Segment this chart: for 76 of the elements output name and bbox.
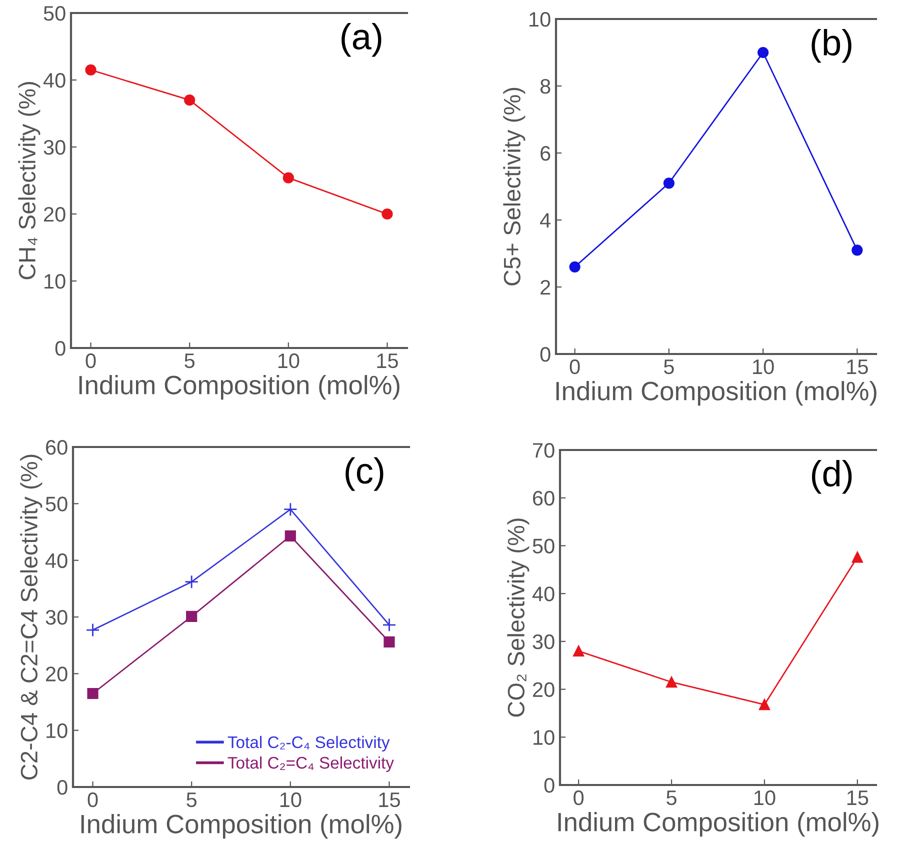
- y-tick-label: 60: [46, 440, 68, 455]
- y-tick-label: 8: [540, 79, 550, 94]
- annotation: (b): [812, 29, 852, 63]
- point: [284, 530, 296, 542]
- y-tick-label: 40: [532, 586, 554, 602]
- point: [184, 574, 199, 589]
- point: [87, 688, 98, 700]
- y-tick-label: 20: [44, 207, 66, 222]
- x-tick-label: 0: [574, 790, 584, 806]
- y-tick-label: 50: [46, 496, 68, 512]
- point: [283, 502, 298, 516]
- point: [282, 172, 294, 184]
- point: [86, 623, 100, 637]
- x-tick-label: 15: [847, 790, 868, 806]
- y-axis-title: CO₂ Selectivity (%): [507, 518, 530, 717]
- point: [382, 208, 393, 220]
- x-tick-label: 10: [280, 792, 302, 808]
- y-tick-label: 30: [46, 610, 68, 625]
- point: [663, 178, 674, 189]
- legend-label: Total C₂-C₄ Selectivity: [228, 736, 390, 752]
- point: [384, 636, 395, 648]
- point: [573, 645, 584, 657]
- x-tick-label: 10: [278, 353, 300, 368]
- x-tick-label: 5: [664, 360, 674, 374]
- y-tick-label: 70: [533, 443, 554, 458]
- x-axis-title: Indium Composition (mol%): [556, 381, 876, 406]
- legend-label: Total C₂=C₄ Selectivity: [228, 756, 394, 772]
- point: [758, 699, 770, 710]
- x-tick-label: 0: [88, 792, 98, 808]
- y-tick-label: 20: [46, 666, 68, 682]
- y-tick-label: 50: [532, 538, 554, 554]
- y-tick-label: 30: [532, 634, 554, 650]
- x-tick-label: 15: [379, 792, 400, 808]
- y-tick-label: 50: [44, 6, 66, 21]
- x-tick-label: 0: [570, 359, 580, 374]
- y-tick-label: 10: [534, 730, 554, 745]
- point: [184, 94, 196, 106]
- x-tick-label: 10: [754, 790, 776, 806]
- x-tick-label: 0: [86, 353, 96, 368]
- y-tick-label: 40: [43, 73, 66, 88]
- y-tick-label: 0: [544, 778, 554, 793]
- point: [569, 261, 580, 272]
- x-tick-label: 15: [847, 360, 868, 374]
- y-tick-label: 6: [540, 146, 550, 161]
- point: [85, 64, 96, 76]
- x-tick-label: 5: [184, 354, 195, 368]
- point: [382, 618, 396, 632]
- point: [758, 46, 769, 58]
- annotation: (a): [342, 23, 382, 57]
- y-axis-title: C2-C4 & C2=C4 Selectivity (%): [20, 454, 42, 780]
- annotation: (c): [346, 457, 384, 491]
- x-tick-label: 5: [186, 792, 197, 808]
- y-tick-label: 10: [44, 274, 66, 289]
- y-tick-label: 2: [540, 280, 550, 295]
- y-axis-title: CH₄ Selectivity (%): [18, 82, 40, 280]
- annotation: (d): [812, 460, 852, 494]
- y-tick-label: 4: [540, 213, 551, 228]
- point: [852, 552, 863, 563]
- y-tick-label: 0: [57, 780, 68, 795]
- y-tick-label: 40: [45, 553, 68, 568]
- x-tick-label: 10: [753, 359, 774, 374]
- x-axis-title: Indium Composition (mol%): [79, 375, 400, 400]
- y-tick-label: 60: [533, 490, 554, 506]
- point: [852, 244, 863, 256]
- point: [666, 676, 678, 688]
- x-tick-label: 5: [666, 790, 676, 806]
- x-tick-label: 15: [377, 354, 398, 368]
- y-axis-title: C5+ Selectivity (%): [503, 88, 526, 286]
- y-tick-label: 20: [533, 682, 554, 698]
- y-tick-label: 10: [46, 723, 68, 738]
- y-tick-label: 0: [55, 341, 66, 356]
- x-axis-title: Indium Composition (mol%): [81, 814, 402, 839]
- x-axis-title: Indium Composition (mol%): [558, 812, 878, 837]
- y-tick-label: 30: [44, 140, 66, 155]
- y-tick-label: 10: [530, 12, 550, 27]
- point: [186, 610, 198, 622]
